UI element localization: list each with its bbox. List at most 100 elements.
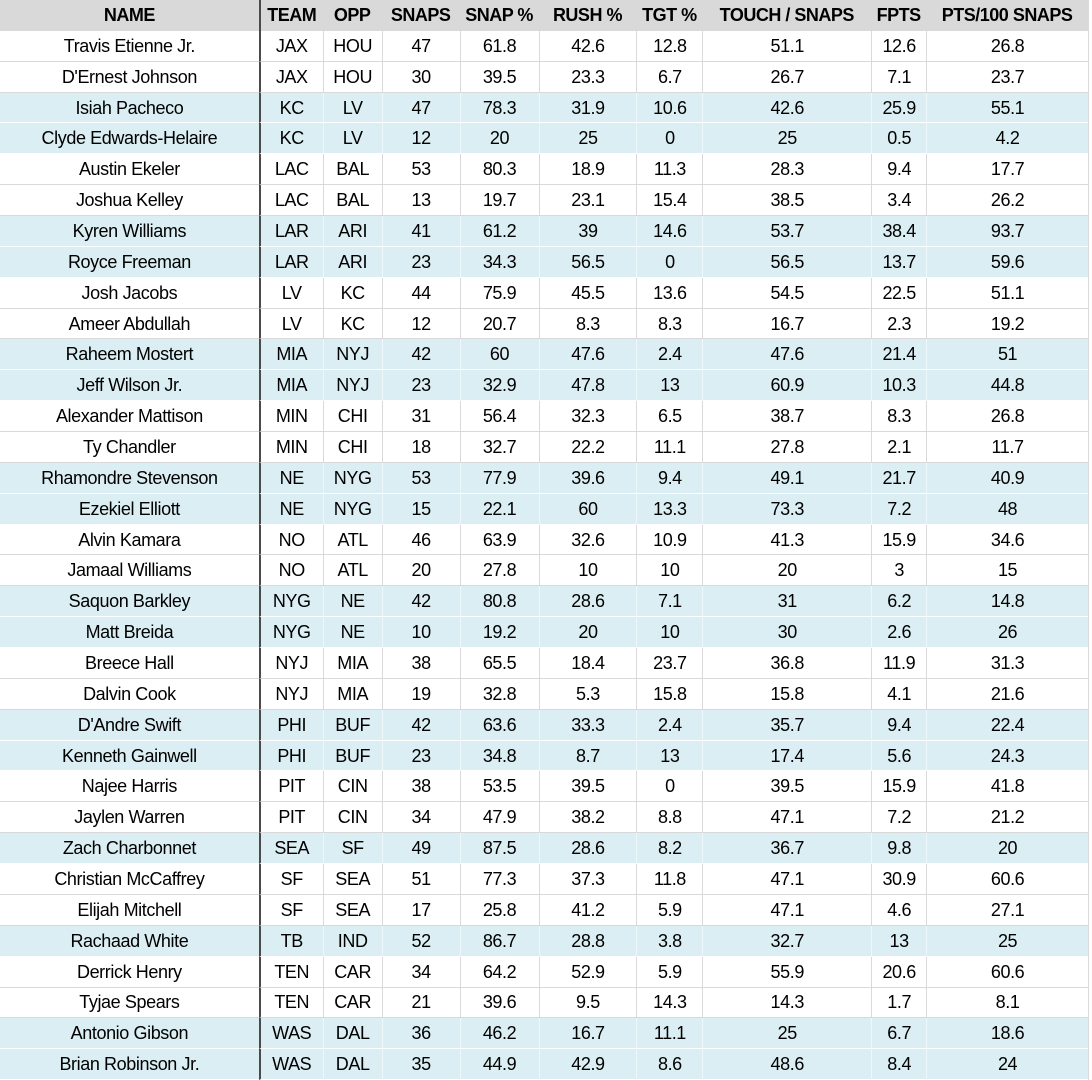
column-header-team: TEAM [258, 0, 323, 31]
cell-name: Josh Jacobs [0, 278, 259, 309]
cell-rush_pct: 39.5 [538, 771, 637, 803]
column-header-pts-per-100-snaps: PTS/100 SNAPS [941, 5, 1073, 26]
table-row: Royce Freeman LAR ARI 23 34.3 56.5 0 56.5 13.7 59… [0, 246, 1088, 278]
cell-opp: CHI [322, 401, 382, 433]
table-row: Antonio Gibson WAS DAL 36 46.2 16.7 11.1 25 6.7 1… [0, 1018, 1088, 1050]
cell-opp: BAL [322, 185, 382, 217]
cell-snap_pct: 86.7 [459, 925, 539, 957]
cell-snap_pct: 63.6 [459, 709, 539, 741]
cell-name: Derrick Henry [0, 957, 259, 988]
cell-tgt_pct: 12.8 [636, 30, 703, 62]
cell-name: Alexander Mattison [0, 401, 259, 433]
cell-pts_per_100_snaps: 21.2 [926, 802, 1088, 834]
cell-name: Breece Hall [0, 648, 259, 679]
cell-name: Ezekiel Elliott [0, 494, 259, 525]
cell-team: TEN [258, 956, 323, 988]
cell-touch_per_snaps: 56.5 [702, 246, 872, 278]
cell-touch_per_snaps: 25 [702, 1018, 872, 1050]
cell-fpts: 8.3 [871, 401, 927, 433]
cell-snaps: 34 [381, 956, 460, 988]
cell-pts_per_100_snaps: 26 [926, 617, 1088, 649]
cell-pts_per_100_snaps: 18.6 [926, 1018, 1088, 1050]
cell-opp: CIN [322, 771, 382, 803]
cell-snap_pct: 39.5 [459, 61, 539, 93]
cell-rush_pct: 18.4 [538, 648, 637, 679]
cell-team: PIT [258, 771, 323, 803]
table-row: Elijah Mitchell SF SEA 17 25.8 41.2 5.9 47.1 4.6… [0, 894, 1088, 926]
cell-tgt_pct: 8.2 [636, 833, 703, 865]
cell-snaps: 53 [381, 154, 460, 186]
cell-snaps: 13 [381, 185, 460, 217]
cell-fpts: 21.4 [871, 339, 927, 371]
cell-tgt_pct: 3.8 [636, 925, 703, 957]
table-row: D'Andre Swift PHI BUF 42 63.6 33.3 2.4 35.7 9.4 2… [0, 709, 1088, 741]
cell-team: JAX [258, 30, 323, 62]
cell-name: Travis Etienne Jr. [0, 31, 259, 62]
column-header-touch-per-snaps: TOUCH / SNAPS [719, 5, 855, 26]
table-row: Tyjae Spears TEN CAR 21 39.6 9.5 14.3 14.3 1.7 8.… [0, 987, 1088, 1019]
cell-tgt_pct: 11.8 [636, 864, 703, 895]
cell-name: Brian Robinson Jr. [0, 1049, 259, 1080]
cell-name: Rachaad White [0, 926, 259, 957]
cell-snap_pct: 27.8 [459, 555, 539, 587]
table-row: Derrick Henry TEN CAR 34 64.2 52.9 5.9 55.9 20.6… [0, 956, 1088, 988]
cell-opp: ATL [322, 524, 382, 556]
cell-touch_per_snaps: 25 [702, 123, 872, 155]
cell-rush_pct: 20 [538, 617, 637, 649]
cell-touch_per_snaps: 49.1 [702, 462, 872, 494]
cell-touch_per_snaps: 28.3 [702, 154, 872, 186]
cell-snap_pct: 87.5 [459, 833, 539, 865]
cell-team: LAR [258, 246, 323, 278]
cell-tgt_pct: 10.6 [636, 92, 703, 124]
cell-fpts: 22.5 [871, 277, 927, 309]
cell-snap_pct: 53.5 [459, 771, 539, 803]
cell-snaps: 31 [381, 401, 460, 433]
cell-rush_pct: 32.3 [538, 401, 637, 433]
cell-team: WAS [258, 1018, 323, 1050]
cell-snap_pct: 32.8 [459, 678, 539, 710]
cell-tgt_pct: 23.7 [636, 648, 703, 679]
cell-opp: LV [322, 92, 382, 124]
table-row: Ameer Abdullah LV KC 12 20.7 8.3 8.3 16.7 2.3 19.… [0, 308, 1088, 340]
table-row: Ezekiel Elliott NE NYG 15 22.1 60 13.3 73.3 7.2 4… [0, 493, 1088, 525]
cell-snaps: 15 [381, 493, 460, 525]
cell-fpts: 3 [871, 555, 927, 587]
cell-tgt_pct: 8.8 [636, 802, 703, 834]
cell-snap_pct: 65.5 [459, 648, 539, 679]
cell-snap_pct: 44.9 [459, 1049, 539, 1080]
cell-rush_pct: 8.3 [538, 308, 637, 340]
cell-team: PHI [258, 709, 323, 741]
cell-team: SF [258, 864, 323, 895]
cell-opp: SEA [322, 864, 382, 895]
cell-rush_pct: 47.6 [538, 339, 637, 371]
cell-pts_per_100_snaps: 20 [926, 833, 1088, 865]
cell-tgt_pct: 9.4 [636, 462, 703, 494]
cell-rush_pct: 39.6 [538, 462, 637, 494]
cell-name: Ameer Abdullah [0, 309, 259, 340]
cell-snap_pct: 32.9 [459, 370, 539, 402]
cell-tgt_pct: 10.9 [636, 524, 703, 556]
cell-snap_pct: 64.2 [459, 956, 539, 988]
cell-touch_per_snaps: 47.1 [702, 802, 872, 834]
cell-rush_pct: 28.8 [538, 925, 637, 957]
cell-fpts: 5.6 [871, 740, 927, 772]
cell-rush_pct: 45.5 [538, 277, 637, 309]
cell-tgt_pct: 15.4 [636, 185, 703, 217]
cell-name: Clyde Edwards-Helaire [0, 123, 259, 155]
cell-pts_per_100_snaps: 21.6 [926, 678, 1088, 710]
cell-team: MIA [258, 370, 323, 402]
cell-team: KC [258, 123, 323, 155]
cell-pts_per_100_snaps: 23.7 [926, 61, 1088, 93]
cell-touch_per_snaps: 42.6 [702, 92, 872, 124]
cell-snaps: 36 [381, 1018, 460, 1050]
cell-pts_per_100_snaps: 24.3 [926, 740, 1088, 772]
cell-name: Raheem Mostert [0, 339, 259, 371]
cell-fpts: 38.4 [871, 216, 927, 247]
cell-touch_per_snaps: 30 [702, 617, 872, 649]
cell-opp: NYG [322, 493, 382, 525]
cell-snap_pct: 47.9 [459, 802, 539, 834]
table-row: Travis Etienne Jr. JAX HOU 47 61.8 42.6 12.8 51… [0, 30, 1088, 62]
cell-tgt_pct: 6.7 [636, 61, 703, 93]
cell-touch_per_snaps: 35.7 [702, 709, 872, 741]
